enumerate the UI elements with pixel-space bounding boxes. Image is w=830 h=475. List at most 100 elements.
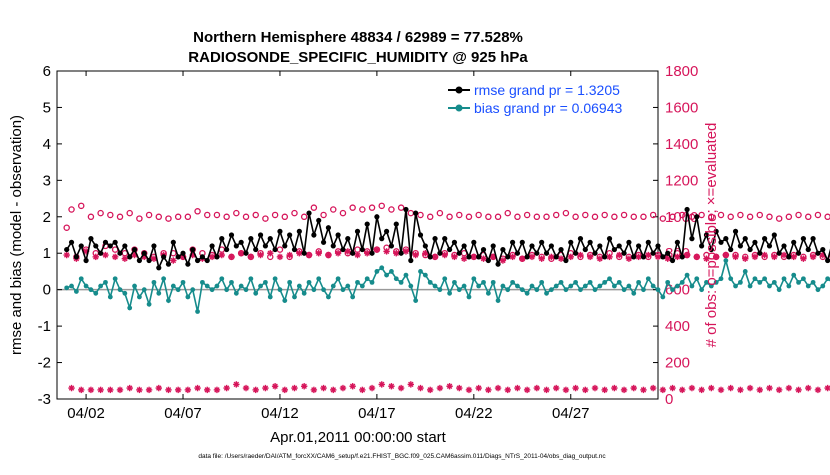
bias-point [554,284,559,289]
bias-point [564,287,569,292]
obs-evaluated-point [582,387,588,393]
rmse-point [767,243,772,248]
rmse-point [786,254,791,259]
rmse-point [151,243,156,248]
obs-evaluated-point [640,387,646,393]
rmse-point [350,251,355,256]
rmse-point [680,254,685,259]
obs-evaluated-point [519,255,525,261]
obs-possible-point [282,214,287,219]
obs-possible-point [88,214,93,219]
bias-point [248,276,253,281]
bias-point [496,298,501,303]
obs-evaluated-point [277,254,283,260]
rmse-point [282,243,287,248]
obs-possible-point [573,214,578,219]
bias-point [515,284,520,289]
rmse-point [757,251,762,256]
obs-evaluated-point [669,385,675,391]
bias-point [602,280,607,285]
obs-evaluated-point [243,385,249,391]
bias-point [753,276,758,281]
rmse-point [234,243,239,248]
obs-evaluated-point [437,385,443,391]
obs-evaluated-point [475,385,481,391]
rmse-point [117,251,122,256]
rmse-point [331,243,336,248]
obs-possible-point [428,214,433,219]
obs-possible-point [292,211,297,216]
y-axis-label-left: rmse and bias (model - observation) [8,115,25,355]
rmse-point [64,247,69,252]
bias-point [520,287,525,292]
bias-point [379,265,384,270]
rmse-point [825,258,830,263]
bias-point [762,276,767,281]
y-tick-label-right: 1600 [665,99,698,116]
y-tick-label-left: -2 [38,355,51,372]
obs-evaluated-point [766,385,772,391]
bias-point [777,287,782,292]
obs-possible-point [64,225,69,230]
obs-possible-point [815,212,820,217]
bias-point [636,280,641,285]
rmse-point [476,254,481,259]
rmse-point [612,247,617,252]
bias-point [433,284,438,289]
obs-possible-point [263,216,268,221]
y-tick-label-left: -3 [38,391,51,408]
obs-evaluated-point [776,387,782,393]
rmse-point [413,211,418,216]
obs-possible-point [796,212,801,217]
obs-evaluated-point [592,385,598,391]
rmse-point [321,240,326,245]
obs-evaluated-point [408,381,414,387]
bias-point [685,273,690,278]
obs-evaluated-point [233,381,239,387]
obs-evaluated-point [272,383,278,389]
obs-evaluated-point [732,254,738,260]
obs-evaluated-point [93,254,99,260]
bias-point [181,280,186,285]
bias-point [680,280,685,285]
bias-point [253,291,258,296]
obs-evaluated-point [795,387,801,393]
bias-point [399,280,404,285]
bias-point [588,280,593,285]
bias-point [84,284,89,289]
bias-point [767,284,772,289]
y-tick-label-left: 1 [43,245,51,262]
bias-point [210,287,215,292]
rmse-point [88,236,93,241]
bias-point [622,287,627,292]
rmse-point [549,243,554,248]
data-file-footnote: data file: /Users/raeder/DAI/ATM_forcXX/… [198,453,606,460]
obs-possible-point [408,211,413,216]
bias-point [646,276,651,281]
rmse-point [403,207,408,212]
obs-evaluated-point [800,255,806,261]
bias-point [408,284,413,289]
bias-point [89,287,94,292]
obs-possible-point [466,214,471,219]
rmse-point [592,251,597,256]
obs-evaluated-point [742,255,748,261]
rmse-point [665,251,670,256]
obs-evaluated-point [534,385,540,391]
rmse-point [781,243,786,248]
rmse-point [810,236,815,241]
rmse-point [195,258,200,263]
y-tick-label-left: 3 [43,172,51,189]
rmse-point [79,243,84,248]
obs-evaluated-point [427,387,433,393]
rmse-point [675,240,680,245]
y-tick-label-left: 5 [43,99,51,116]
x-tick-label: 04/17 [358,405,396,422]
x-tick-label: 04/27 [552,405,590,422]
rmse-point [607,236,612,241]
bias-point [627,284,632,289]
obs-evaluated-point [485,387,491,393]
obs-evaluated-point [311,387,317,393]
obs-evaluated-point [708,385,714,391]
bias-point [239,284,244,289]
